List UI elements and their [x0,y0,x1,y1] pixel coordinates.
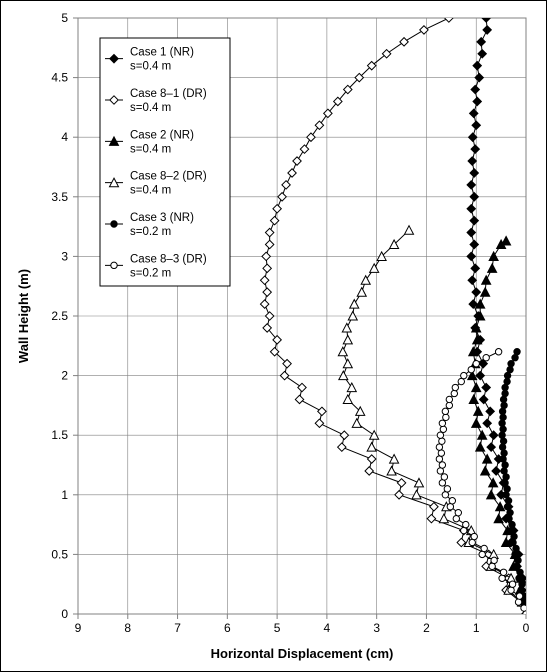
y-tick-label: 0 [61,607,68,621]
legend-label: s=0.2 m [130,226,171,238]
legend-label: Case 1 (NR) [130,47,194,59]
y-tick-label: 3 [61,249,68,263]
legend-label: Case 8–1 (DR) [130,88,207,100]
legend-label: s=0.4 m [130,102,171,114]
x-tick-label: 8 [124,621,131,635]
legend: Case 1 (NR) s=0.4 m Case 8–1 (DR) s=0.4 m Ca… [100,38,230,286]
x-tick-label: 9 [75,621,82,635]
x-tick-label: 1 [473,621,480,635]
y-tick-label: 0.5 [51,547,68,561]
x-axis-label: Horizontal Displacement (cm) [211,646,394,661]
x-tick-label: 7 [174,621,181,635]
y-tick-label: 4 [61,130,68,144]
x-tick-label: 6 [224,621,231,635]
y-axis-label: Wall Height (m) [16,269,31,363]
x-tick-label: 0 [523,621,530,635]
legend-label: s=0.4 m [130,61,171,73]
y-tick-label: 1.5 [51,428,68,442]
y-tick-label: 1 [61,488,68,502]
legend-label: Case 2 (NR) [130,129,194,141]
x-tick-label: 4 [324,621,331,635]
x-tick-label: 3 [373,621,380,635]
y-tick-label: 5 [61,11,68,25]
legend-label: Case 8–2 (DR) [130,171,207,183]
line-chart: 012345678900.511.522.533.544.55Horizonta… [0,0,547,672]
x-tick-label: 5 [274,621,281,635]
legend-label: Case 3 (NR) [130,212,194,224]
y-tick-label: 2.5 [51,309,68,323]
y-tick-label: 4.5 [51,71,68,85]
legend-label: s=0.4 m [130,185,171,197]
legend-label: s=0.4 m [130,143,171,155]
legend-label: Case 8–3 (DR) [130,253,207,265]
y-tick-label: 3.5 [51,190,68,204]
legend-label: s=0.2 m [130,267,171,279]
y-tick-label: 2 [61,369,68,383]
x-tick-label: 2 [423,621,430,635]
